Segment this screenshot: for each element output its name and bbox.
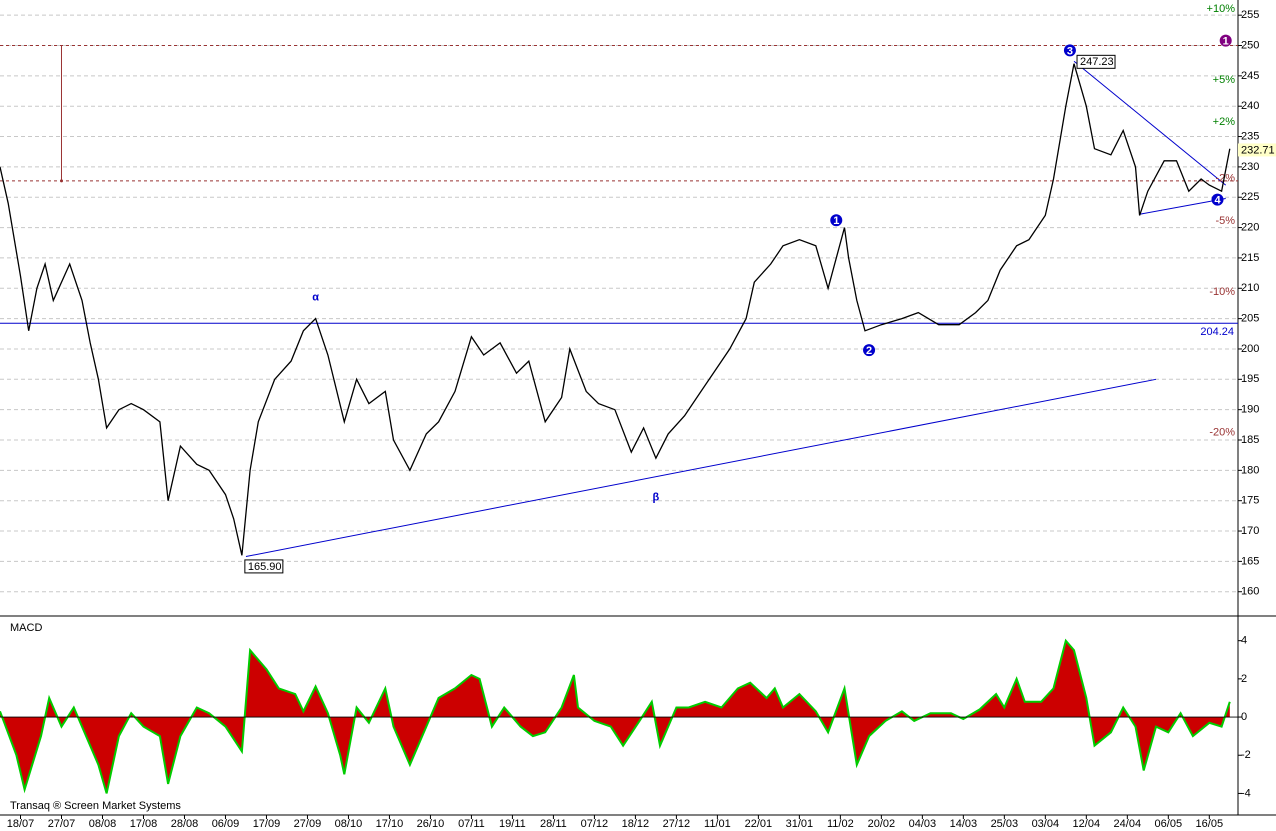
vertical-marker-end (59, 179, 63, 183)
x-tick-label: 26/10 (417, 818, 445, 830)
y-tick-label: 170 (1241, 525, 1259, 537)
wave-marker (1219, 34, 1232, 47)
footer: Transaq ® Screen Market Systems (10, 800, 181, 812)
x-tick-label: 24/04 (1114, 818, 1142, 830)
wave-marker (1211, 193, 1224, 206)
x-tick-label: 20/02 (868, 818, 896, 830)
macd-title: MACD (10, 622, 42, 634)
x-tick-label: 17/09 (253, 818, 281, 830)
x-tick-label: 03/04 (1032, 818, 1060, 830)
y-tick-label: 195 (1241, 373, 1259, 385)
percent-level: -2% (1215, 172, 1235, 184)
trendline (1139, 197, 1226, 215)
x-tick-label: 28/11 (540, 818, 567, 830)
y-tick-label: 2 (1241, 673, 1247, 685)
x-tick-label: 14/03 (950, 818, 978, 830)
x-tick-label: 06/05 (1155, 818, 1183, 830)
wave-marker (863, 344, 876, 357)
wave-label: 1 (833, 215, 839, 227)
y-tick-label: -4 (1241, 787, 1251, 799)
wave-label: 1 (1223, 36, 1229, 48)
y-tick-label: 0 (1241, 711, 1247, 723)
price-label: 247.23 (1080, 56, 1114, 68)
y-tick-label: 220 (1241, 221, 1259, 233)
x-tick-label: 31/01 (786, 818, 814, 830)
x-tick-label: 22/01 (745, 818, 773, 830)
wave-label: 3 (1067, 45, 1073, 57)
x-tick-label: 27/12 (663, 818, 691, 830)
y-tick-label: 165 (1241, 555, 1259, 567)
x-tick-label: 16/05 (1196, 818, 1224, 830)
x-tick-label: 08/08 (89, 818, 117, 830)
x-tick-label: 25/03 (991, 818, 1019, 830)
x-tick-label: 11/02 (827, 818, 854, 830)
y-tick-label: 200 (1241, 343, 1259, 355)
wave-label: 4 (1214, 195, 1221, 207)
y-tick-label: 190 (1241, 404, 1259, 416)
x-tick-label: 17/08 (130, 818, 158, 830)
y-tick-label: 205 (1241, 313, 1259, 325)
x-tick-label: 17/10 (376, 818, 404, 830)
x-tick-label: 12/04 (1073, 818, 1101, 830)
wave-label: β (653, 492, 660, 504)
macd-edge (0, 638, 1231, 794)
wave-label: α (312, 291, 319, 303)
y-tick-label: 255 (1241, 9, 1259, 21)
trendline (1073, 60, 1227, 186)
wave-marker (1063, 44, 1076, 57)
level-label: 204.24 (1200, 326, 1234, 338)
y-tick-label: 245 (1241, 70, 1259, 82)
x-tick-label: 28/08 (171, 818, 199, 830)
x-tick-label: 04/03 (909, 818, 937, 830)
y-tick-label: 250 (1241, 39, 1259, 51)
wave-label: 2 (866, 345, 872, 357)
trendline (245, 378, 1157, 558)
price-label: 232.71 (1241, 144, 1275, 156)
percent-level: +10% (1207, 3, 1236, 15)
y-tick-label: -2 (1241, 749, 1251, 761)
x-tick-label: 06/09 (212, 818, 240, 830)
y-tick-label: 210 (1241, 282, 1259, 294)
percent-level: +2% (1213, 116, 1236, 128)
x-tick-label: 18/07 (7, 818, 35, 830)
x-tick-label: 19/11 (499, 818, 526, 830)
price-label-box (244, 559, 284, 574)
y-tick-label: 160 (1241, 586, 1259, 598)
y-tick-label: 185 (1241, 434, 1259, 446)
price-label-box (1076, 54, 1116, 69)
y-tick-label: 175 (1241, 495, 1259, 507)
x-tick-label: 08/10 (335, 818, 363, 830)
x-tick-label: 07/11 (458, 818, 485, 830)
y-tick-label: 230 (1241, 161, 1259, 173)
x-tick-label: 27/09 (294, 818, 322, 830)
y-tick-label: 240 (1241, 100, 1259, 112)
y-tick-label: 215 (1241, 252, 1259, 264)
y-tick-label: 225 (1241, 191, 1259, 203)
y-tick-label: 235 (1241, 130, 1259, 142)
percent-level: +5% (1213, 74, 1236, 86)
price-label-box (1238, 143, 1276, 157)
percent-level: -20% (1209, 427, 1235, 439)
y-tick-label: 180 (1241, 464, 1259, 476)
x-tick-label: 18/12 (622, 818, 650, 830)
x-tick-label: 07/12 (581, 818, 609, 830)
x-tick-label: 11/01 (704, 818, 731, 830)
price-line (0, 63, 1231, 556)
y-tick-label: 4 (1241, 635, 1247, 647)
wave-marker (830, 214, 843, 227)
percent-level: -10% (1209, 286, 1235, 298)
percent-level: -5% (1215, 215, 1235, 227)
price-label: 165.90 (248, 561, 282, 573)
x-tick-label: 27/07 (48, 818, 76, 830)
